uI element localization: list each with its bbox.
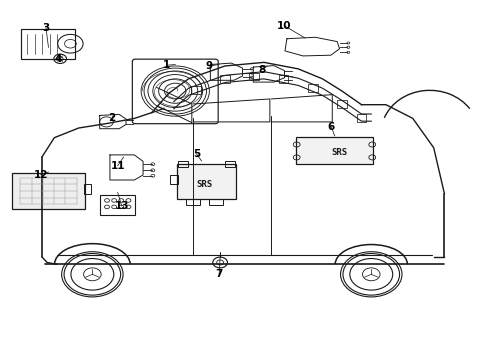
FancyBboxPatch shape xyxy=(177,164,235,199)
Bar xyxy=(220,75,229,83)
FancyBboxPatch shape xyxy=(12,173,84,209)
Text: 9: 9 xyxy=(205,61,212,71)
Text: 12: 12 xyxy=(33,170,48,180)
Bar xyxy=(185,199,199,205)
Text: 7: 7 xyxy=(215,269,223,279)
Bar xyxy=(170,175,178,184)
Text: 8: 8 xyxy=(258,64,265,75)
Text: SRS: SRS xyxy=(331,148,347,157)
Text: 11: 11 xyxy=(110,161,125,171)
Bar xyxy=(190,86,200,94)
Bar xyxy=(83,184,91,194)
Text: SRS: SRS xyxy=(196,180,212,189)
Text: 6: 6 xyxy=(327,122,334,132)
Text: 4: 4 xyxy=(55,54,62,64)
Bar xyxy=(178,161,187,167)
Text: 3: 3 xyxy=(42,23,50,33)
Bar xyxy=(249,73,259,81)
FancyBboxPatch shape xyxy=(295,136,372,164)
Text: 5: 5 xyxy=(193,149,200,159)
Text: 2: 2 xyxy=(108,113,115,123)
Bar xyxy=(224,161,234,167)
Text: 13: 13 xyxy=(114,201,129,211)
Bar xyxy=(209,199,223,205)
Text: 1: 1 xyxy=(163,60,170,70)
Bar xyxy=(307,84,317,92)
Bar xyxy=(336,100,346,108)
Bar xyxy=(356,114,366,122)
Text: 10: 10 xyxy=(277,21,291,31)
Bar xyxy=(278,75,288,83)
